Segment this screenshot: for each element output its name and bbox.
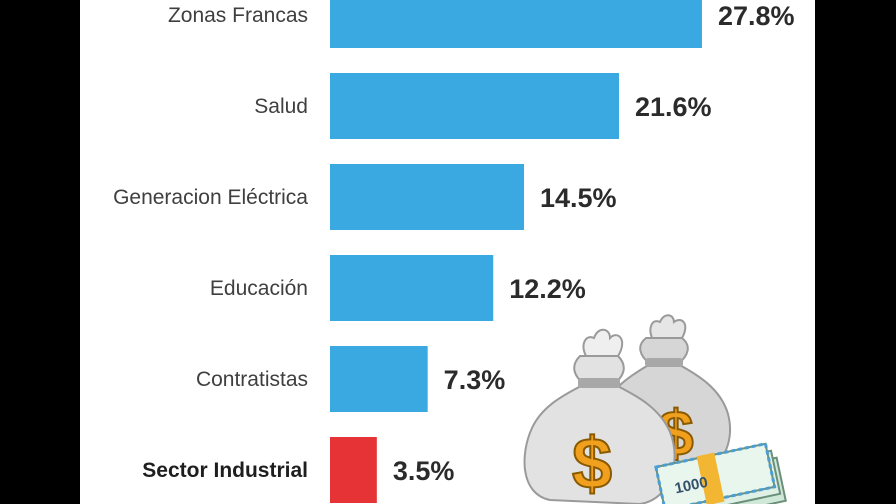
labels-layer: Zonas Francas 27.8% Salud 21.6% Generacion E… <box>113 1 794 486</box>
category-label-1: Salud <box>254 95 308 118</box>
dollar-sign-front: $ <box>572 424 612 504</box>
value-label-0: 27.8% <box>718 1 795 31</box>
bar-5 <box>330 437 377 503</box>
value-label-1: 21.6% <box>635 92 712 122</box>
bar-0 <box>330 0 702 48</box>
bar-chart: Zonas Francas 27.8% Salud 21.6% Generacion E… <box>113 0 795 503</box>
banknote-stack-icon: 1000 <box>654 441 787 504</box>
bar-1 <box>330 73 620 139</box>
value-label-4: 7.3% <box>444 365 506 395</box>
bar-2 <box>330 164 525 230</box>
category-label-0: Zonas Francas <box>168 4 308 27</box>
money-bags-illustration: $ $ 1000 <box>523 314 787 504</box>
bar-3 <box>330 255 494 321</box>
category-label-2: Generacion Eléctrica <box>113 186 308 209</box>
value-label-2: 14.5% <box>540 183 617 213</box>
chart-panel: Zonas Francas 27.8% Salud 21.6% Generacion E… <box>80 0 815 504</box>
money-bag-icon-front: $ <box>523 328 676 504</box>
category-label-3: Educación <box>210 277 308 300</box>
category-label-5: Sector Industrial <box>142 459 308 482</box>
banknote-text: 1000 <box>673 474 709 498</box>
category-label-4: Contratistas <box>196 368 308 391</box>
value-label-3: 12.2% <box>509 274 586 304</box>
bar-4 <box>330 346 428 412</box>
bars-layer <box>330 0 702 503</box>
value-label-5: 3.5% <box>393 456 455 486</box>
